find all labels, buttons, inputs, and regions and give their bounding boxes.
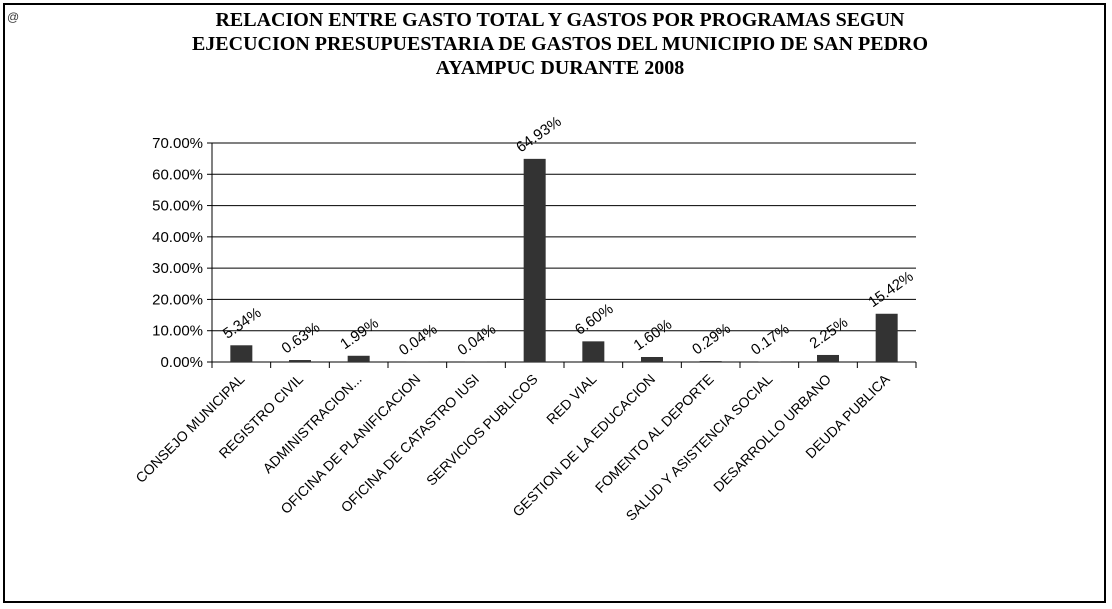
bar [875, 313, 898, 362]
chart-frame [3, 3, 1106, 603]
category-label: ADMINISTRACION... [259, 371, 364, 476]
category-label: FOMENTO AL DEPORTE [592, 371, 717, 496]
data-label: 5.34% [220, 304, 265, 342]
corner-mark: @ [7, 10, 20, 24]
category-label: CONSEJO MUNICIPAL [132, 371, 247, 486]
bar [817, 354, 839, 362]
data-label: 64.93% [513, 113, 564, 156]
data-label: 0.17% [748, 320, 793, 358]
bar [523, 158, 546, 362]
bar [699, 361, 722, 362]
data-label: 1.99% [337, 315, 382, 353]
chart-title-line-1: RELACION ENTRE GASTO TOTAL Y GASTOS POR … [215, 9, 905, 31]
category-label: DESARROLLO URBANO [710, 371, 834, 495]
y-tick-label: 40.00% [152, 229, 203, 246]
bar [582, 341, 605, 362]
data-label: 0.29% [689, 320, 734, 358]
data-label: 1.60% [631, 316, 676, 354]
y-tick-label: 50.00% [152, 198, 203, 215]
data-label: 2.25% [807, 314, 852, 352]
chart-title-line-2: EJECUCION PRESUPUESTARIA DE GASTOS DEL M… [191, 33, 929, 55]
data-label: 0.04% [455, 321, 500, 359]
category-label: SERVICIOS PUBLICOS [423, 371, 541, 489]
y-tick-label: 30.00% [152, 260, 203, 277]
data-label: 0.04% [396, 321, 441, 359]
bar [758, 361, 781, 362]
chart-title-line-3: AYAMPUC DURANTE 2008 [435, 57, 685, 79]
bar [289, 360, 311, 362]
y-tick-label: 20.00% [152, 291, 203, 308]
y-tick-label: 70.00% [152, 135, 203, 152]
y-tick-label: 0.00% [160, 354, 203, 371]
data-label: 15.42% [865, 268, 916, 311]
chart-title: RELACION ENTRE GASTO TOTAL Y GASTOS POR … [80, 8, 1040, 80]
bar [641, 356, 663, 362]
data-label: 0.63% [279, 319, 324, 357]
data-label: 6.60% [572, 300, 617, 338]
bar [230, 345, 253, 362]
category-label: RED VIAL [543, 371, 600, 428]
bar [347, 355, 370, 362]
y-tick-label: 10.00% [152, 323, 203, 340]
y-tick-label: 60.00% [152, 166, 203, 183]
